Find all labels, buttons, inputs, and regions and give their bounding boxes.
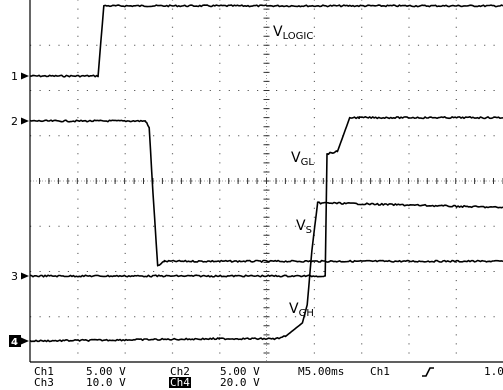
trace-ch1 (29, 4, 503, 78)
ch1-scale: 5.00 V (86, 365, 126, 378)
svg-text:4: 4 (11, 337, 18, 348)
timebase: M5.00ms (298, 365, 345, 378)
trace-label-ch1: VLOGIC (273, 24, 313, 42)
ch3-scale: 10.0 V (86, 376, 126, 389)
ground-marker-ch2: 2 (11, 115, 29, 128)
ground-marker-ch4: 4 (9, 335, 29, 348)
trace-labels: VLOGIC VGL VS VGH (273, 24, 314, 319)
svg-text:3: 3 (11, 270, 18, 283)
trace-label-ch3: VS (296, 218, 312, 236)
trigger-slope-icon (422, 367, 434, 377)
trace-ch3 (29, 116, 503, 278)
ground-marker-ch1: 1 (11, 70, 29, 83)
svg-text:1: 1 (11, 70, 18, 83)
ch4-scale: 20.0 V (220, 376, 260, 389)
ch4-name: Ch4 (169, 376, 191, 389)
ground-marker-ch3: 3 (11, 270, 29, 283)
trace-label-ch2: VGL (291, 150, 314, 168)
ch2-name: Ch2 (170, 365, 190, 378)
channel-markers: 1 2 3 4 (9, 70, 29, 348)
trace-ch4 (29, 201, 503, 343)
trigger-source: Ch1 (370, 365, 390, 378)
trace-ch2 (29, 119, 503, 267)
svg-text:2: 2 (11, 115, 18, 128)
trigger-level: 1.0 (484, 365, 503, 378)
trace-label-ch4: VGH (289, 301, 314, 319)
ch2-scale: 5.00 V (220, 365, 260, 378)
ch3-name: Ch3 (34, 376, 54, 389)
ch1-name: Ch1 (34, 365, 54, 378)
traces (29, 4, 503, 343)
